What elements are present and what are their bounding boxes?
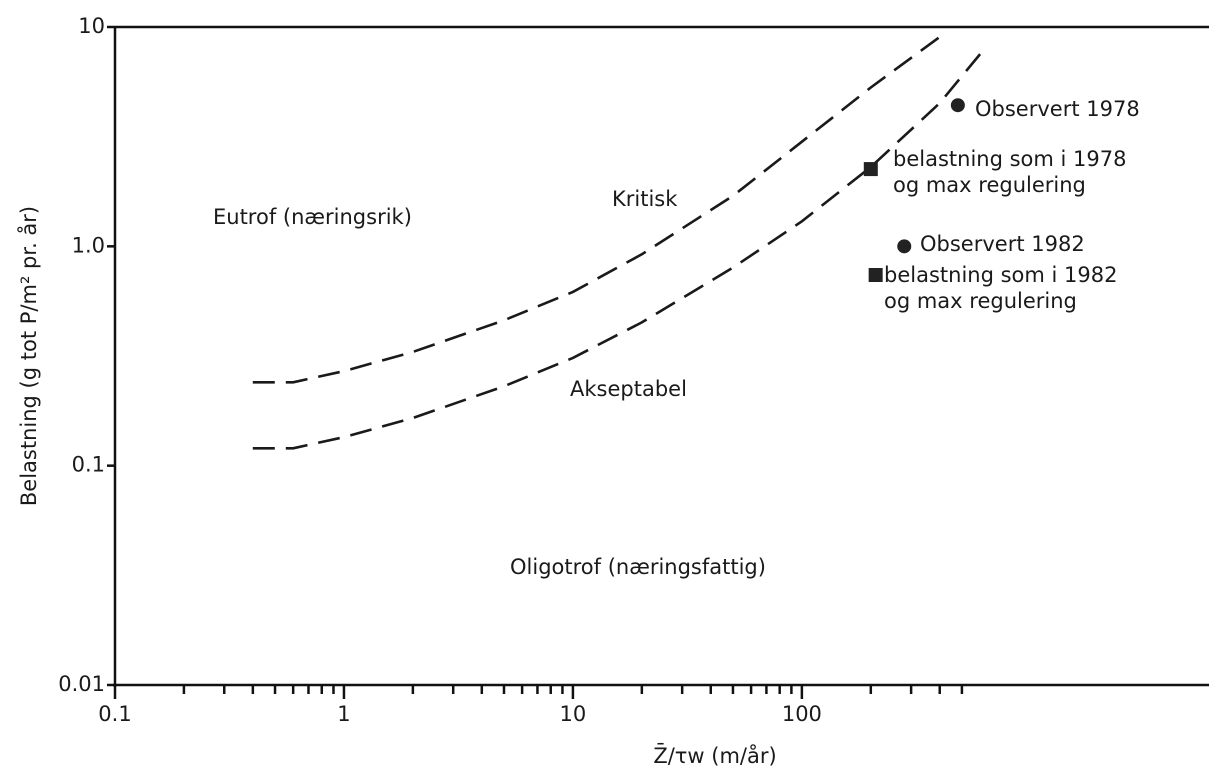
- y-axis-label: Belastning (g tot P/m² pr. år): [16, 206, 41, 506]
- point: [897, 239, 912, 254]
- series-label: Observert 1978: [975, 97, 1140, 121]
- curve: [252, 47, 986, 450]
- point-label: og max regulering: [884, 289, 1077, 313]
- y-tick-label: 10: [78, 14, 105, 38]
- series-label: Akseptabel: [570, 377, 687, 401]
- series-label: Observert 1982: [920, 232, 1085, 256]
- curve: [252, 35, 941, 384]
- x-tick-label: 100: [782, 702, 822, 726]
- y-tick-label: 0.1: [72, 453, 105, 477]
- point-label: belastning som i 1978: [893, 147, 1126, 171]
- series-label: Kritisk: [612, 187, 678, 211]
- point: [950, 98, 965, 113]
- x-tick-label: 0.1: [98, 702, 131, 726]
- point: [868, 268, 883, 283]
- region-label: Oligotrof (næringsfattig): [510, 555, 766, 579]
- point: [863, 162, 878, 177]
- x-tick-label: 10: [560, 702, 587, 726]
- point-label: og max regulering: [893, 173, 1086, 197]
- region-label: Eutrof (næringsrik): [213, 205, 412, 229]
- y-tick-label: 1.0: [72, 233, 105, 257]
- x-axis-label: Z̄/τw (m/år): [653, 743, 776, 768]
- y-tick-label: 0.01: [58, 672, 105, 696]
- x-tick-label: 1: [337, 702, 350, 726]
- point-label: belastning som i 1982: [884, 263, 1117, 287]
